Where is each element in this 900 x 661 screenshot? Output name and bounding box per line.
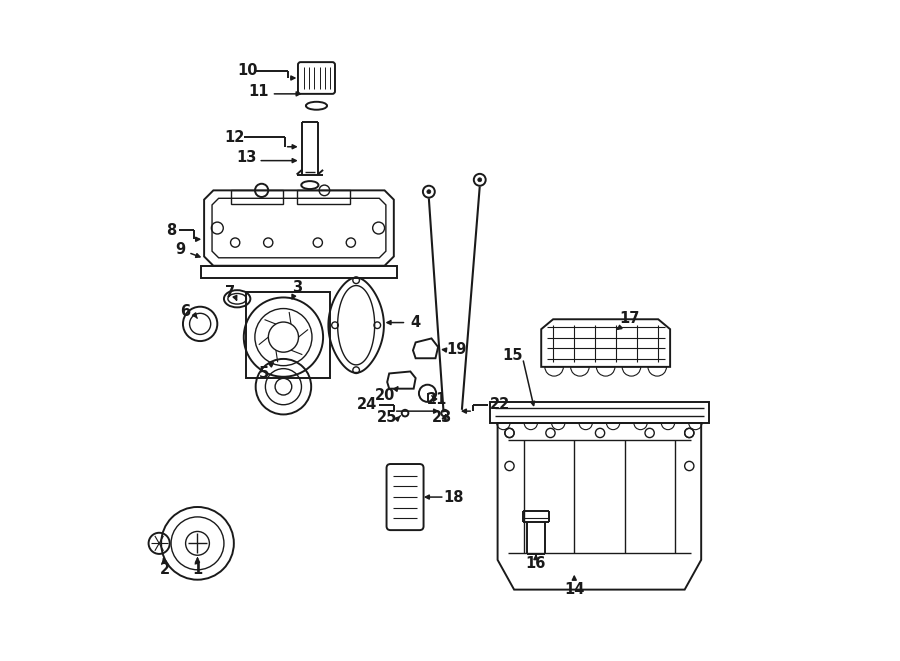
Text: 3: 3 [292, 280, 302, 295]
Text: 14: 14 [564, 582, 584, 597]
Circle shape [427, 190, 431, 194]
Text: 5: 5 [258, 366, 269, 381]
Text: 20: 20 [375, 388, 395, 403]
Text: 4: 4 [410, 315, 420, 330]
Text: 13: 13 [236, 150, 256, 165]
Text: 21: 21 [427, 393, 447, 407]
Text: 25: 25 [377, 410, 398, 425]
Text: 16: 16 [526, 556, 546, 570]
Text: 24: 24 [357, 397, 377, 412]
Text: 23: 23 [432, 410, 452, 425]
Text: 19: 19 [446, 342, 467, 356]
Text: 9: 9 [176, 242, 185, 256]
Text: 1: 1 [193, 563, 202, 577]
Text: 12: 12 [224, 130, 245, 145]
Text: 7: 7 [226, 285, 236, 299]
Text: 2: 2 [159, 563, 169, 577]
Text: 15: 15 [502, 348, 523, 363]
Text: 18: 18 [444, 490, 464, 504]
Text: 17: 17 [619, 311, 640, 326]
Text: 22: 22 [490, 397, 509, 412]
Text: 6: 6 [181, 305, 191, 319]
Text: 11: 11 [248, 84, 268, 98]
Text: 10: 10 [237, 63, 257, 78]
Text: 8: 8 [166, 223, 176, 237]
Circle shape [478, 178, 482, 182]
